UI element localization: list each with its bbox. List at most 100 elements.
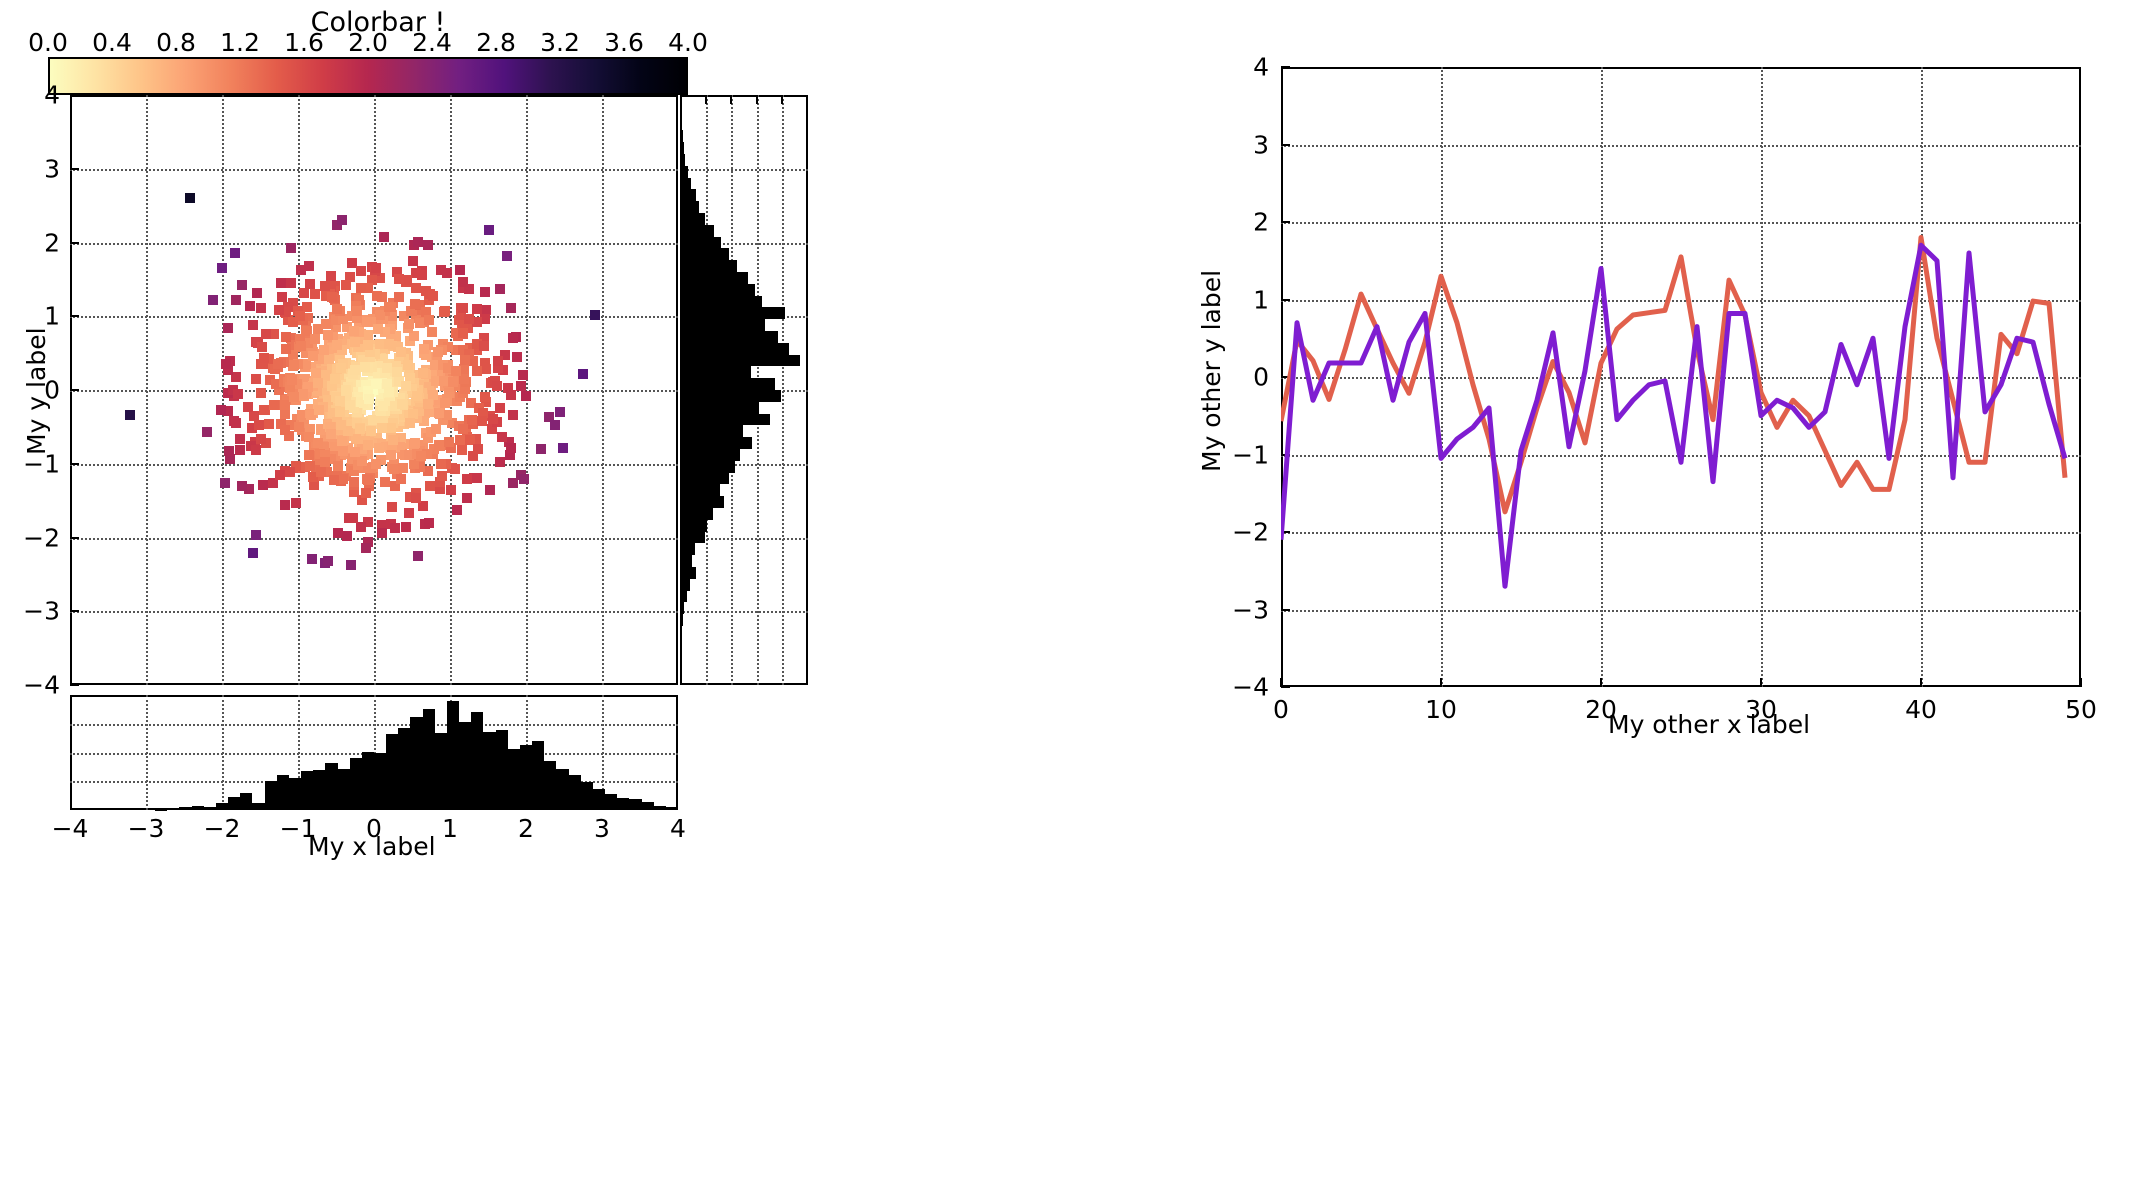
scatter-point	[305, 410, 316, 421]
scatter-point	[363, 480, 374, 491]
line-y-tick-mark	[1281, 66, 1290, 68]
scatter-point	[365, 426, 376, 437]
scatter-point	[443, 387, 454, 398]
scatter-point	[348, 512, 359, 523]
scatter-point	[343, 333, 354, 344]
scatter-point	[295, 334, 306, 345]
line-y-tick-label: 3	[1253, 130, 1269, 159]
scatter-point	[357, 444, 368, 455]
scatter-point	[495, 457, 506, 468]
scatter-point	[308, 350, 319, 361]
scatter-x-tick-label: 1	[442, 814, 458, 843]
scatter-point	[331, 339, 342, 350]
marginal-y-bar	[680, 567, 697, 579]
scatter-point	[431, 353, 442, 364]
scatter-point	[417, 368, 428, 379]
scatter-point	[346, 376, 357, 387]
marginal-x-bar	[483, 731, 496, 810]
scatter-point	[430, 360, 441, 371]
marginal-y-bar	[680, 118, 682, 131]
scatter-point	[341, 416, 352, 427]
scatter-point	[333, 527, 344, 538]
scatter-point	[543, 411, 554, 422]
scatter-point	[247, 319, 258, 330]
colorbar-gradient	[48, 57, 688, 95]
marginal-x-bar	[301, 771, 314, 810]
marginal-x-bar	[556, 768, 569, 810]
line-y-axis-label: My other y label	[1197, 269, 1226, 472]
marginal-y-tick-mark	[755, 95, 758, 104]
scatter-point	[273, 359, 284, 370]
scatter-point	[436, 471, 447, 482]
marginal-x-bar	[641, 802, 654, 810]
scatter-point	[497, 432, 508, 443]
scatter-point	[303, 261, 314, 272]
scatter-point	[420, 427, 431, 438]
scatter-point	[381, 363, 392, 374]
scatter-point	[309, 333, 320, 344]
line-y-tick-label: −2	[1232, 517, 1269, 547]
scatter-x-tick-label: −3	[127, 814, 165, 843]
marginal-x-bar	[349, 758, 362, 810]
marginal-y-bar	[680, 437, 753, 449]
scatter-point	[479, 392, 490, 403]
scatter-point	[424, 406, 435, 417]
marginal-x-bar	[629, 799, 642, 810]
marginal-y-bar	[680, 614, 683, 626]
scatter-point	[479, 357, 490, 368]
scatter-point	[346, 310, 357, 321]
marginal-x-bar	[605, 794, 618, 810]
scatter-point	[350, 446, 361, 457]
scatter-point	[451, 345, 462, 356]
scatter-point	[504, 450, 515, 461]
scatter-point	[367, 275, 378, 286]
colorbar-tick-label: 2.0	[348, 28, 388, 57]
colorbar-tick-label: 2.8	[476, 28, 516, 57]
scatter-point	[388, 464, 399, 475]
scatter-point	[289, 391, 300, 402]
scatter-point	[434, 395, 445, 406]
scatter-point	[370, 379, 381, 390]
scatter-point	[375, 338, 386, 349]
scatter-point	[378, 412, 389, 423]
marginal-x-bar	[179, 807, 192, 810]
scatter-point	[392, 342, 403, 353]
marginal-x-bar	[580, 782, 593, 810]
line-series-series-purple	[1281, 242, 2068, 589]
scatter-point	[260, 328, 271, 339]
marginal-x-bar	[459, 722, 472, 810]
scatter-point	[230, 371, 241, 382]
line-y-tick-mark	[1281, 221, 1290, 223]
scatter-point	[403, 449, 414, 460]
scatter-point	[223, 364, 234, 375]
scatter-point	[326, 271, 336, 282]
scatter-point	[268, 329, 279, 340]
scatter-point	[396, 432, 407, 443]
scatter-point	[302, 313, 313, 324]
scatter-point	[486, 423, 497, 434]
scatter-point	[301, 359, 311, 370]
scatter-point	[296, 265, 307, 276]
scatter-point	[320, 456, 331, 467]
scatter-y-tick-mark	[70, 389, 79, 391]
scatter-point	[286, 375, 297, 386]
marginal-x-bar	[519, 744, 533, 810]
scatter-point	[375, 272, 386, 283]
scatter-point	[304, 278, 315, 289]
scatter-y-tick-mark	[70, 167, 79, 170]
scatter-point	[410, 437, 421, 448]
scatter-point	[302, 326, 313, 337]
scatter-point	[436, 265, 447, 276]
marginal-y-bar	[680, 555, 693, 567]
scatter-y-tick-mark	[70, 610, 79, 613]
marginal-x-bar	[361, 751, 374, 810]
colorbar-title: Colorbar !	[310, 7, 446, 38]
scatter-point	[458, 282, 468, 293]
scatter-point	[359, 462, 370, 473]
scatter-point	[291, 461, 302, 472]
scatter-point	[555, 407, 566, 418]
marginal-y-bar	[680, 260, 738, 272]
scatter-point	[335, 362, 346, 373]
scatter-point	[337, 313, 348, 324]
scatter-point	[321, 374, 332, 385]
